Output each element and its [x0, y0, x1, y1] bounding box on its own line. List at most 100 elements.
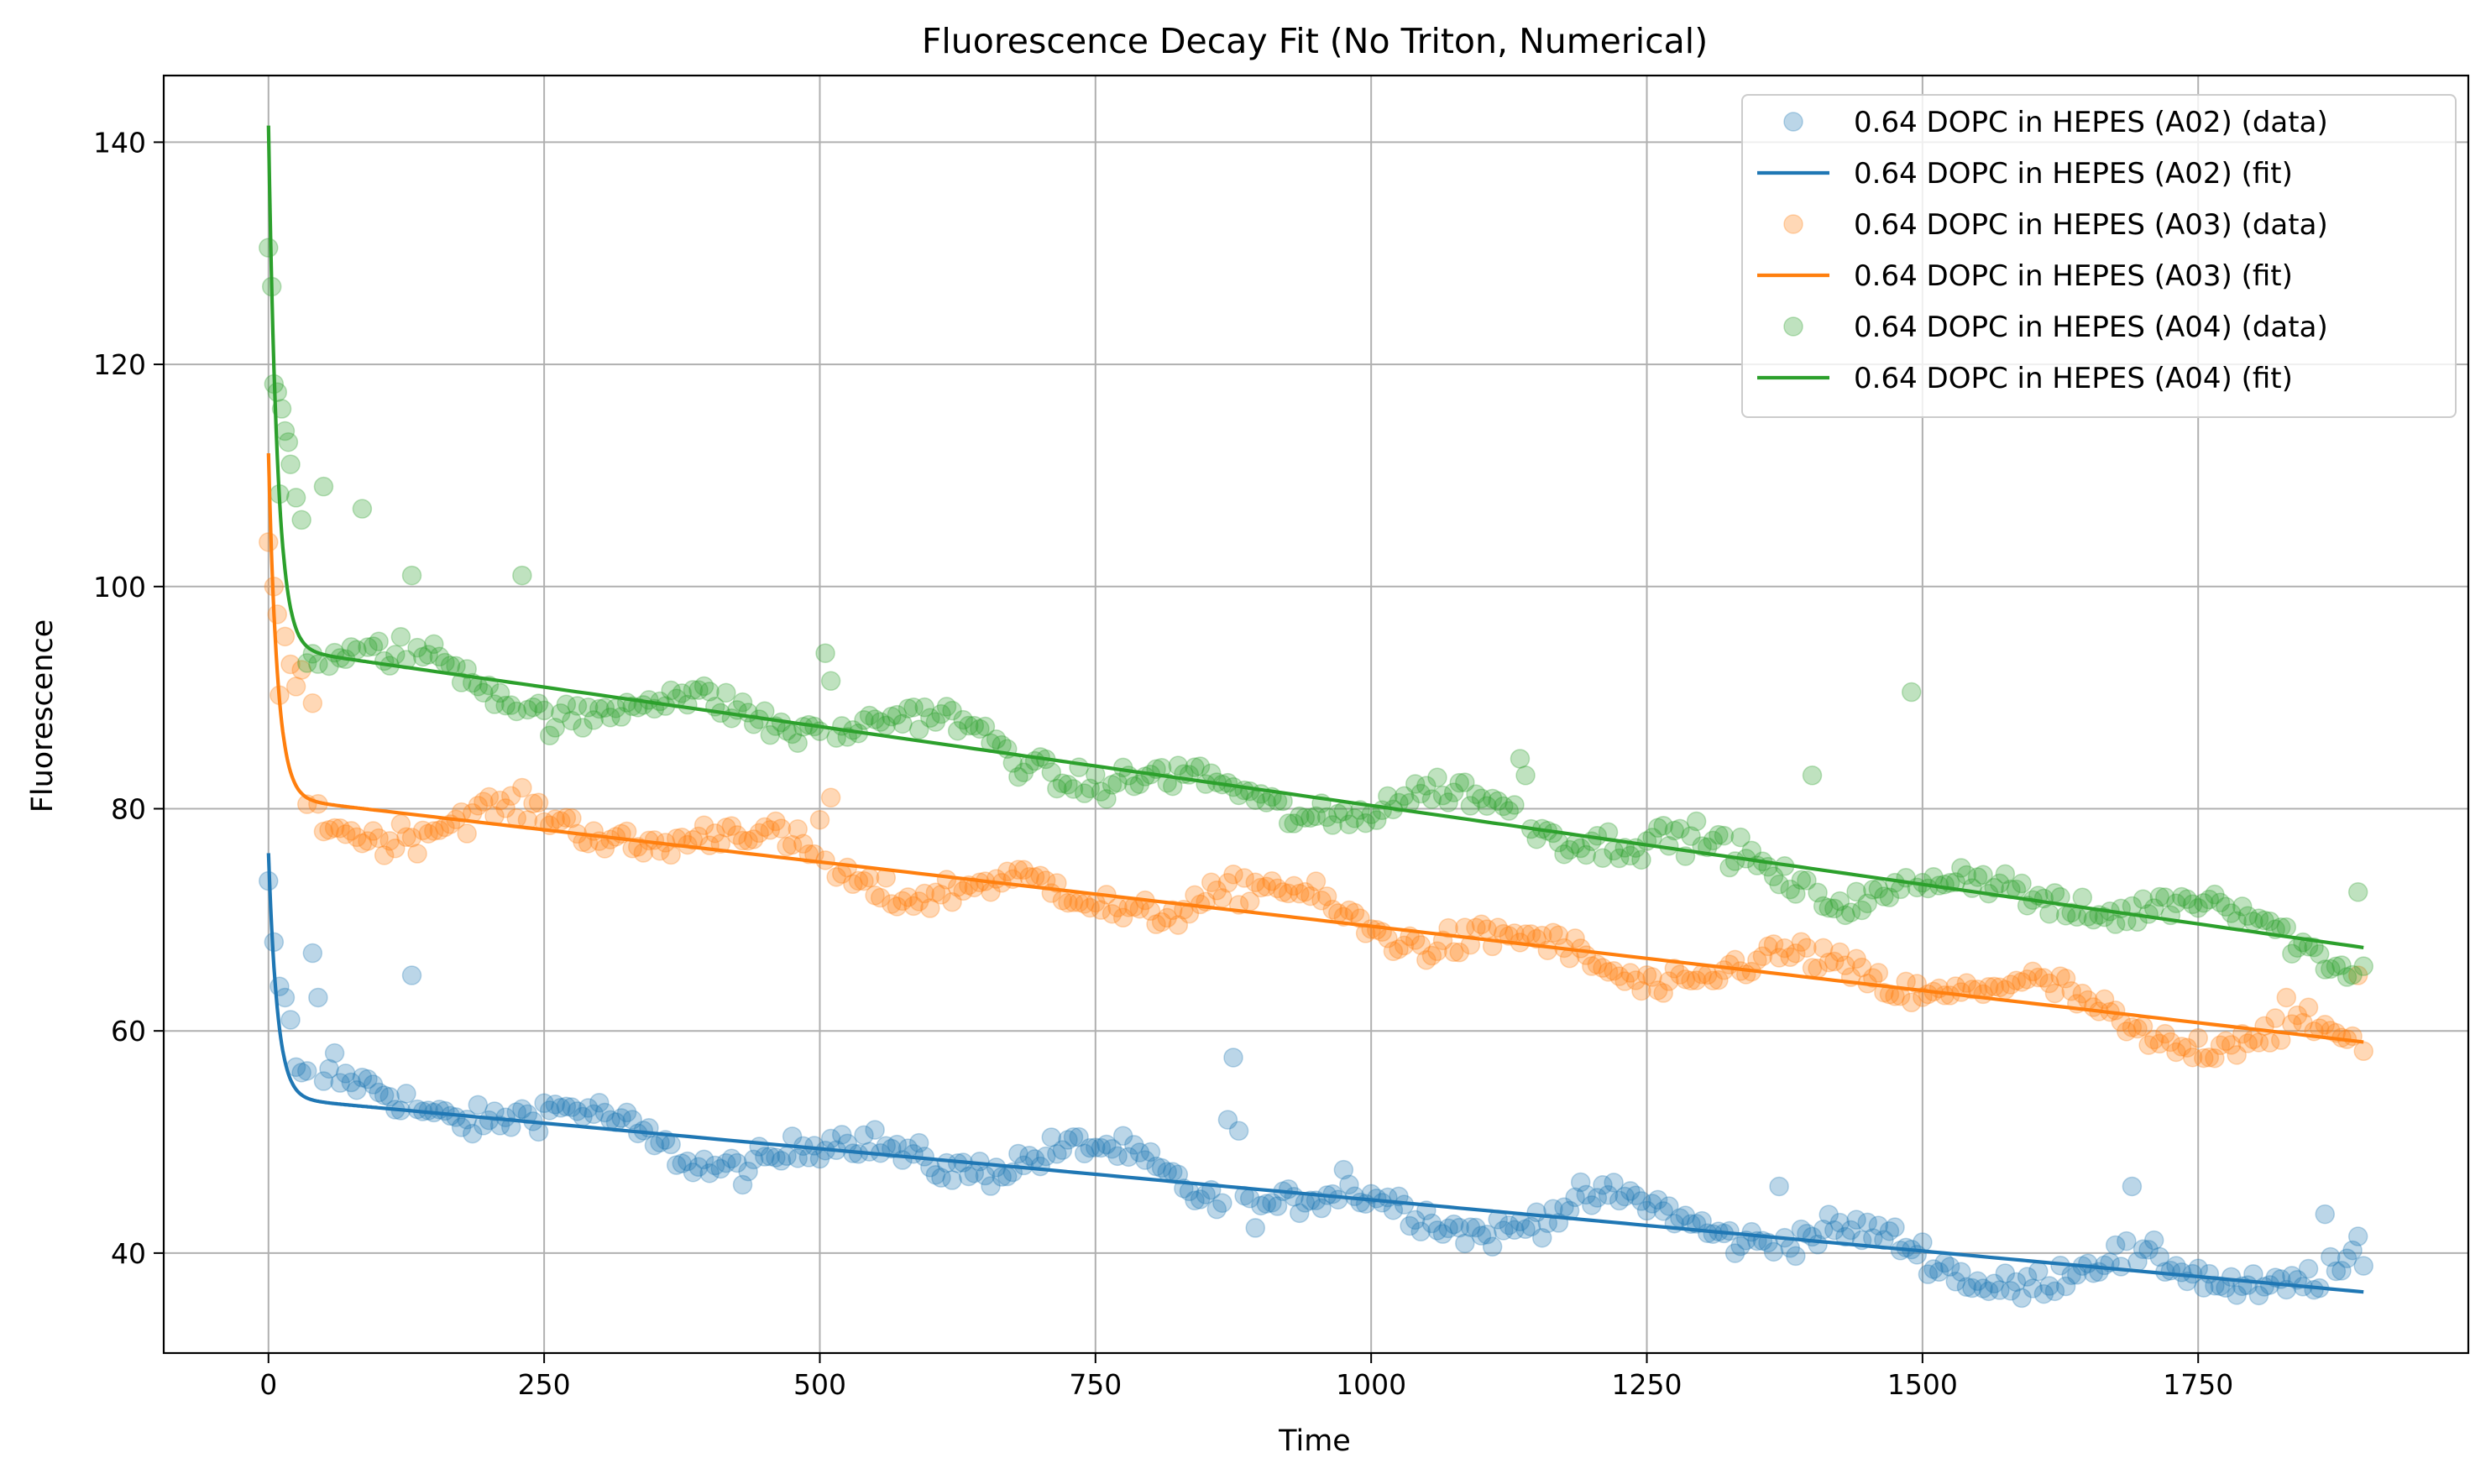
data-point [1405, 774, 1426, 794]
data-point [1008, 1143, 1028, 1164]
data-point [278, 431, 299, 452]
data-point [2248, 1032, 2269, 1053]
data-point [1124, 776, 1144, 797]
data-point [319, 819, 339, 840]
data-point [2205, 884, 2225, 905]
data-point [594, 698, 615, 718]
data-point [1515, 766, 1536, 786]
data-point [975, 716, 996, 737]
data-point [1659, 971, 1679, 991]
legend: 0.64 DOPC in HEPES (A02) (data) 0.64 DOPC… [1741, 94, 2457, 418]
data-point [1973, 865, 1993, 886]
data-point [882, 706, 902, 727]
data-point [551, 1098, 571, 1118]
data-point [1885, 1217, 1905, 1237]
data-point [1494, 796, 1514, 817]
data-point [1653, 983, 1673, 1003]
data-point [2133, 1239, 2153, 1260]
legend-box [1741, 94, 2457, 418]
data-point [1604, 960, 1624, 981]
data-point [1185, 757, 1205, 777]
data-point [330, 1073, 350, 1093]
data-point [1069, 757, 1089, 777]
data-point [1582, 956, 1602, 976]
data-point [500, 786, 521, 806]
data-point [672, 1153, 693, 1173]
data-point [291, 660, 311, 680]
data-point [313, 821, 334, 842]
data-point [584, 1104, 604, 1125]
data-point [358, 1069, 378, 1089]
data-point [1813, 1219, 1834, 1240]
data-point [385, 645, 406, 665]
data-point [1791, 870, 1812, 891]
data-point [1598, 822, 1619, 843]
data-point [1653, 1201, 1673, 1221]
data-point [1190, 1189, 1211, 1210]
data-point [1074, 894, 1095, 914]
data-point [2177, 1037, 2197, 1058]
data-point [319, 1058, 339, 1079]
data-point [379, 831, 400, 851]
data-point [578, 698, 599, 718]
data-point [517, 1104, 538, 1125]
data-point [280, 454, 301, 474]
data-point [500, 695, 521, 715]
data-point [865, 886, 885, 906]
data-point [766, 811, 786, 832]
data-point [887, 704, 908, 725]
data-point [959, 1166, 979, 1187]
data-point [1421, 789, 1442, 809]
data-point [1471, 1225, 1492, 1246]
legend-label: 0.64 DOPC in HEPES (A03) (data) [1854, 208, 2328, 242]
data-point [925, 712, 946, 732]
data-point [1091, 900, 1112, 920]
data-point [1939, 1257, 1960, 1277]
data-point [1438, 1218, 1458, 1239]
data-point [589, 698, 610, 719]
data-point [1835, 905, 1855, 926]
data-point [551, 703, 571, 724]
data-point [721, 1148, 742, 1169]
data-point [743, 1149, 764, 1170]
data-point [793, 833, 814, 854]
data-point [369, 1082, 389, 1103]
data-point [1576, 1184, 1597, 1205]
data-point [931, 1168, 951, 1188]
data-point [1868, 1215, 1889, 1236]
x-tick-label: 250 [518, 1368, 571, 1401]
data-point [992, 1167, 1012, 1187]
data-point [1598, 962, 1619, 982]
data-point [760, 1146, 781, 1167]
data-point [562, 710, 582, 731]
data-point [1802, 766, 1823, 786]
data-point [396, 1084, 416, 1104]
data-point [782, 834, 803, 855]
data-point [2127, 1018, 2148, 1039]
data-point [693, 676, 714, 697]
data-point [259, 238, 279, 258]
data-point [528, 792, 549, 813]
data-point [1851, 900, 1872, 921]
data-point [1763, 866, 1784, 886]
data-point [1824, 951, 1845, 972]
data-point [1990, 977, 2010, 998]
data-point [1019, 1146, 1039, 1166]
data-point [285, 677, 306, 697]
data-point [369, 631, 389, 652]
data-point [1228, 1121, 1249, 1142]
data-point [760, 724, 781, 745]
data-point [2177, 889, 2197, 909]
data-point [1951, 858, 1971, 878]
data-point [1984, 976, 2004, 997]
data-point [1675, 1205, 1696, 1225]
data-point [313, 476, 334, 497]
data-point [2337, 967, 2358, 987]
scatter-layer [259, 238, 2373, 1309]
legend-label: 0.64 DOPC in HEPES (A03) (fit) [1854, 259, 2293, 293]
y-tick-label: 40 [111, 1237, 146, 1270]
data-point [1466, 1217, 1486, 1238]
data-point [1945, 872, 1966, 892]
data-point [870, 712, 891, 732]
data-point [1432, 785, 1453, 806]
